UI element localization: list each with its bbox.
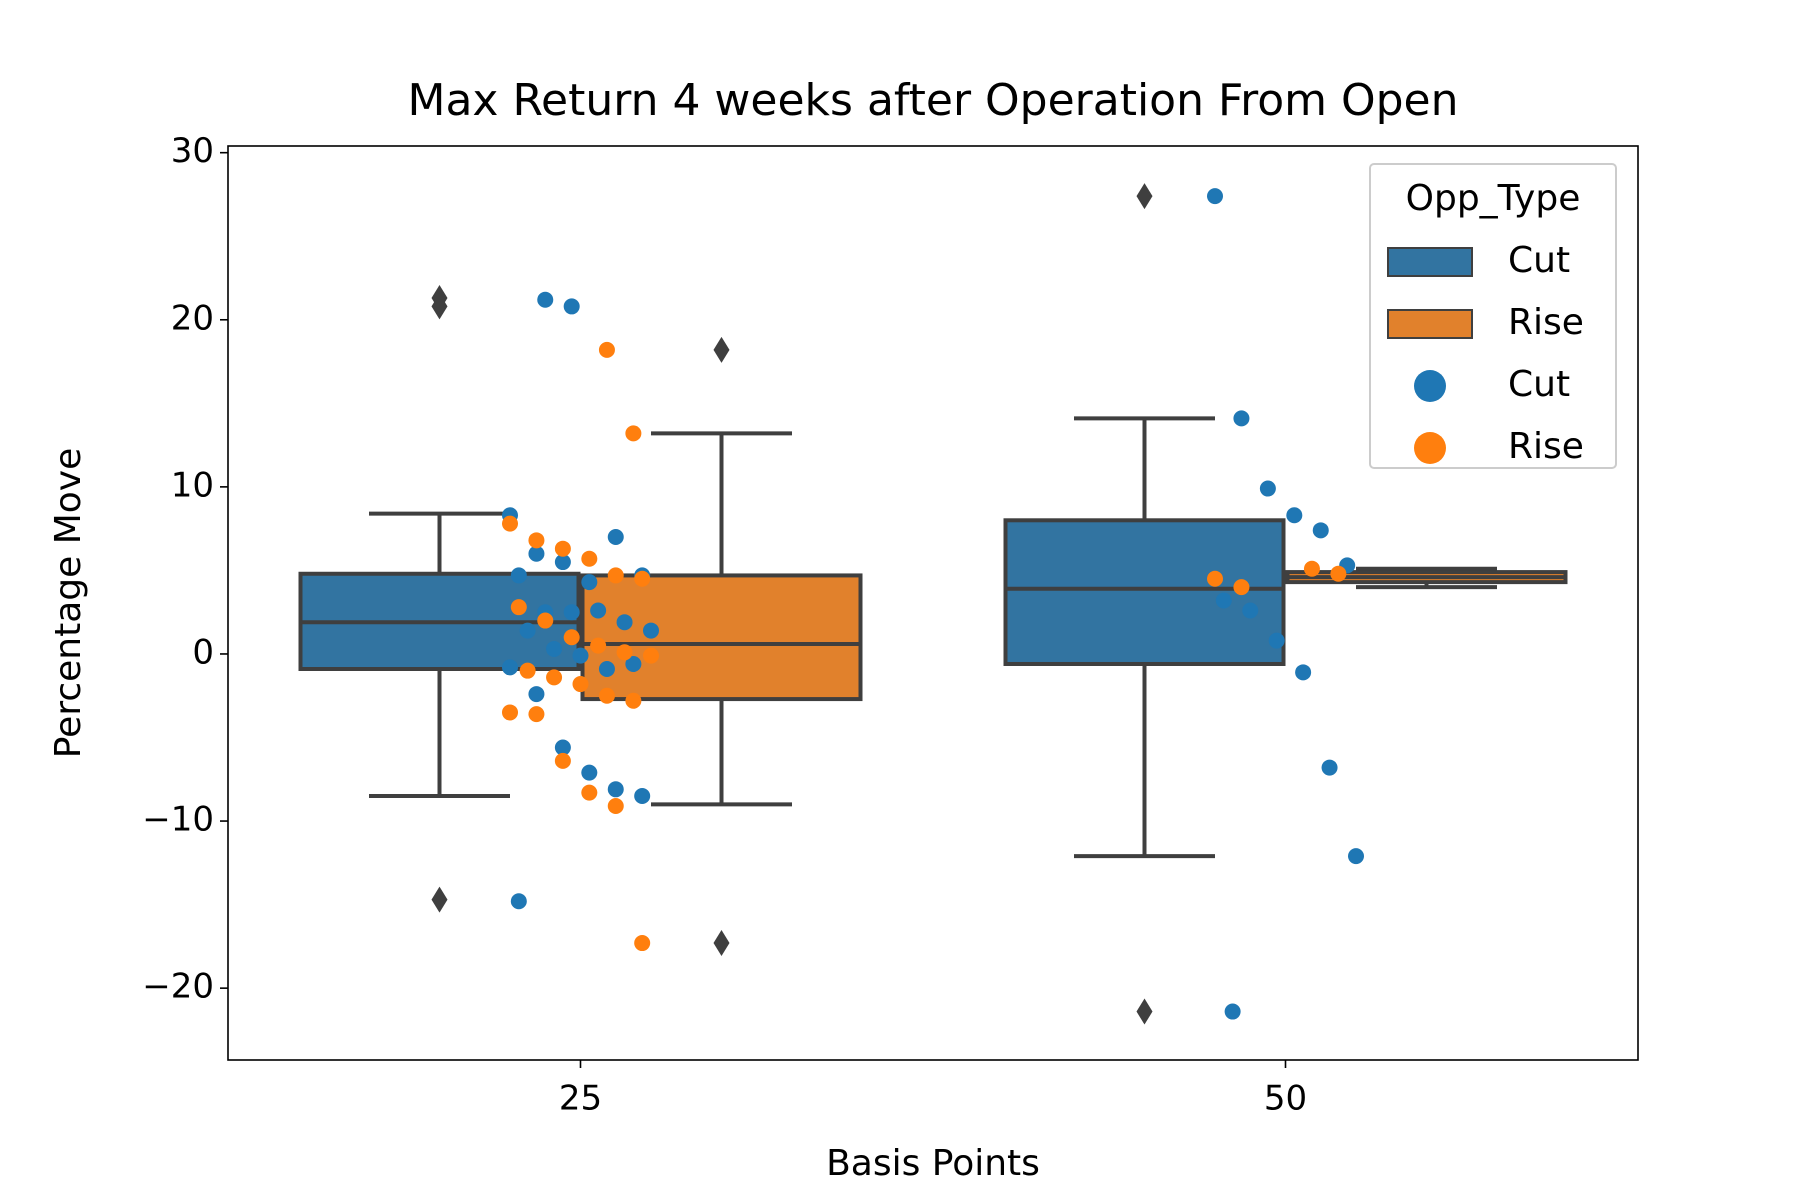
legend-title: Opp_Type: [1406, 178, 1581, 219]
plot-frame: [227, 145, 1639, 1061]
strip-point: [537, 291, 554, 308]
box: [580, 573, 863, 702]
strip-point: [528, 686, 545, 703]
strip-point: [546, 669, 563, 686]
strip-point: [546, 640, 563, 657]
strip-point: [1268, 632, 1285, 649]
flier: [1136, 183, 1153, 210]
y-tick-label: −20: [142, 967, 214, 1007]
legend-swatch: [1387, 247, 1473, 277]
strip-point: [1207, 188, 1223, 205]
strip-point: [563, 604, 580, 621]
strip-point: [1312, 522, 1329, 539]
strip-point: [598, 687, 615, 704]
strip-point: [554, 752, 571, 769]
strip-point: [1259, 480, 1276, 497]
strip-point: [581, 574, 598, 591]
strip-point: [1286, 507, 1303, 524]
strip-point: [554, 540, 571, 557]
legend-label: Rise: [1508, 302, 1584, 343]
legend-label: Rise: [1508, 426, 1584, 467]
strip-point: [1295, 664, 1312, 681]
strip-point: [519, 662, 536, 679]
strip-point: [502, 704, 518, 721]
strip-point: [634, 787, 651, 804]
x-tick-label: 25: [559, 1079, 602, 1119]
strip-point: [537, 612, 554, 629]
strip-point: [1242, 602, 1259, 619]
strip-point: [563, 629, 580, 646]
strip-point: [634, 935, 651, 952]
strip-point: [625, 655, 642, 672]
flier: [713, 336, 730, 363]
strip-point: [1330, 565, 1347, 582]
strip-point: [590, 637, 607, 654]
strip-point: [1303, 560, 1320, 577]
strip-point: [581, 784, 598, 801]
strip-point: [563, 298, 580, 315]
strip-point: [502, 659, 518, 676]
strip-point: [616, 614, 633, 631]
strip-point: [572, 647, 589, 664]
flier: [1136, 998, 1153, 1025]
chart-title: Max Return 4 weeks after Operation From …: [408, 75, 1459, 126]
strip-point: [554, 739, 571, 756]
legend-label: Cut: [1508, 364, 1570, 405]
strip-point: [510, 567, 527, 584]
strip-point: [598, 661, 615, 678]
flier: [431, 293, 448, 320]
strip-point: [607, 528, 624, 545]
strip-point: [1215, 592, 1232, 609]
flier: [713, 930, 730, 957]
strip-point: [590, 602, 607, 619]
strip-point: [510, 893, 527, 910]
strip-point: [643, 647, 659, 664]
strip-point: [572, 676, 589, 693]
x-axis-label: Basis Points: [826, 1143, 1040, 1184]
strip-point: [554, 554, 571, 571]
strip-point: [607, 798, 624, 815]
x-tick-label: 50: [1264, 1079, 1307, 1119]
strip-point: [519, 622, 536, 639]
y-tick-label: 20: [171, 298, 214, 338]
strip-point: [528, 706, 545, 723]
strip-point: [528, 532, 545, 549]
strip-point: [1321, 759, 1338, 776]
strip-point: [1348, 848, 1364, 865]
flier: [431, 886, 448, 913]
y-axis-label: Percentage Move: [48, 448, 89, 759]
y-tick-label: 10: [171, 465, 214, 505]
strip-point: [598, 341, 615, 358]
legend-marker: [1414, 370, 1446, 402]
strip-point: [581, 764, 598, 781]
strip-point: [625, 425, 642, 442]
strip-point: [1207, 570, 1223, 587]
legend: Opp_Type Cut Rise Cut Rise: [1369, 163, 1617, 469]
legend-swatch: [1387, 309, 1473, 339]
strip-point: [528, 545, 545, 562]
y-tick-label: 30: [171, 131, 214, 171]
strip-point: [510, 599, 527, 616]
strip-point: [607, 781, 624, 798]
y-tick-label: 0: [192, 632, 214, 672]
legend-marker: [1414, 432, 1446, 464]
strip-point: [634, 570, 651, 587]
strip-point: [1233, 579, 1250, 596]
strip-point: [502, 515, 518, 532]
strip-point: [607, 567, 624, 584]
strip-point: [643, 622, 659, 639]
y-tick-label: −10: [142, 800, 214, 840]
strip-point: [1224, 1003, 1241, 1020]
legend-label: Cut: [1508, 240, 1570, 281]
strip-point: [581, 550, 598, 567]
strip-point: [1233, 410, 1250, 427]
strip-point: [625, 692, 642, 709]
strip-point: [616, 644, 633, 661]
